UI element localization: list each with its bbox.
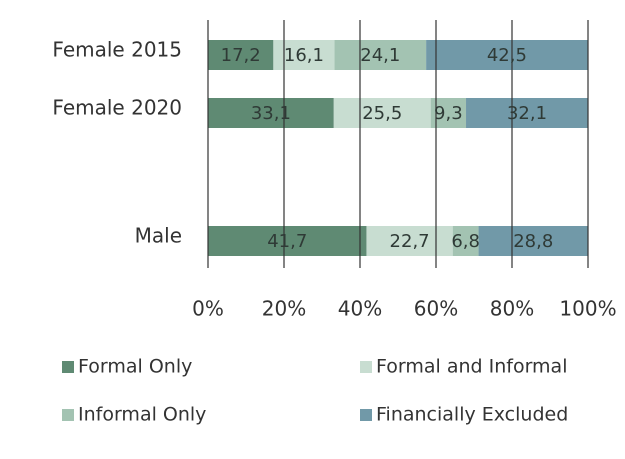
category-label: Male [135, 224, 182, 248]
data-label: 41,7 [267, 231, 307, 252]
data-label: 28,8 [513, 231, 553, 252]
data-label: 22,7 [390, 231, 430, 252]
data-label: 17,2 [221, 45, 261, 66]
category-label: Female 2015 [52, 38, 182, 62]
legend-label: Formal Only [78, 356, 192, 378]
category-label: Female 2020 [52, 96, 182, 120]
bar-segment [366, 226, 453, 256]
bar-segment [452, 226, 479, 256]
bar-segment [478, 226, 588, 256]
bar-segment [208, 98, 334, 128]
legend-swatch [62, 409, 74, 421]
data-label: 42,5 [487, 45, 527, 66]
bar-segment [334, 40, 427, 70]
legend-label: Informal Only [78, 404, 206, 426]
data-label: 6,8 [451, 231, 480, 252]
legend-label: Financially Excluded [376, 404, 568, 426]
bar-segment [426, 40, 588, 70]
legend-swatch [360, 409, 372, 421]
x-tick-label: 80% [490, 297, 534, 321]
data-label: 24,1 [360, 45, 400, 66]
x-tick-label: 0% [192, 297, 224, 321]
bar-segment [333, 98, 431, 128]
legend-swatch [62, 361, 74, 373]
data-label: 16,1 [284, 45, 324, 66]
data-label: 32,1 [507, 103, 547, 124]
legend-label: Formal and Informal [376, 356, 567, 378]
data-label: 33,1 [251, 103, 291, 124]
data-label: 9,3 [434, 103, 463, 124]
x-tick-label: 100% [559, 297, 616, 321]
bar-segment [466, 98, 588, 128]
legend-swatch [360, 361, 372, 373]
data-label: 25,5 [362, 103, 402, 124]
bar-segment [208, 226, 367, 256]
x-tick-label: 20% [262, 297, 306, 321]
x-tick-label: 60% [414, 297, 458, 321]
x-tick-label: 40% [338, 297, 382, 321]
bar-segment [208, 40, 274, 70]
